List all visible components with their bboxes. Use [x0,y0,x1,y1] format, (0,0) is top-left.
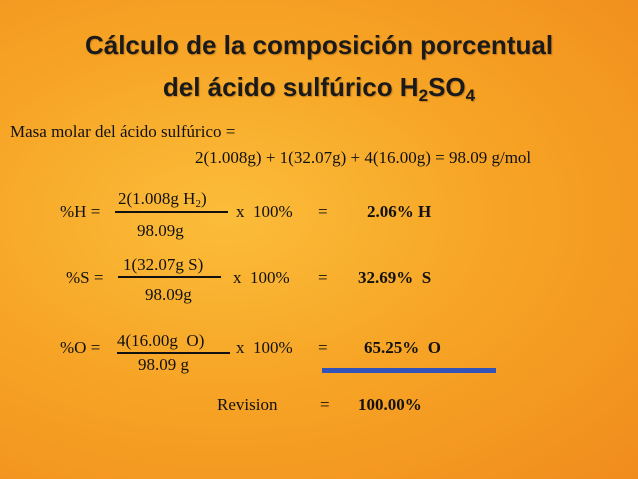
subscript: 2 [418,86,429,105]
equals: = [320,395,330,414]
fraction-bar [117,352,230,354]
numerator: 1(32.07g S) [123,255,204,274]
revision-value: 100.00% [358,395,422,414]
denominator: 98.09g [145,285,192,304]
times: x 100% [236,338,293,357]
fraction-bar [118,276,221,278]
lhs: %S = [66,268,104,287]
molar-formula: 2(1.008g) + 1(32.07g) + 4(16.00g) = 98.0… [195,148,532,167]
lhs: %O = [60,338,101,357]
numerator: 4(16.00g O) [117,331,205,350]
subscript: 2 [195,198,201,210]
denominator: 98.09 g [138,355,189,374]
fraction-bar [115,211,228,213]
num-text: ) [200,189,207,208]
underline [322,368,496,373]
denominator: 98.09g [137,221,184,240]
subscript: 4 [465,86,476,105]
equals: = [318,202,328,221]
result: 65.25% O [364,338,441,357]
title-text: SO [428,72,466,102]
equals: = [318,268,328,287]
num-text: 2(1.008g H [118,189,196,208]
result: 2.06% H [367,202,432,221]
numerator: 2(1.008g H2) [118,189,207,214]
times: x 100% [233,268,290,287]
times: x 100% [236,202,293,221]
lhs: %H = [60,202,101,221]
title-line: Cálculo de la composición porcentual [84,30,554,60]
result: 32.69% S [358,268,432,287]
molar-label: Masa molar del ácido sulfúrico = [10,122,236,141]
title-text: del ácido sulfúrico H [162,72,419,102]
title-line: del ácido sulfúrico H2SO4 [0,72,638,111]
equals: = [318,338,328,357]
revision-label: Revision [217,395,278,414]
